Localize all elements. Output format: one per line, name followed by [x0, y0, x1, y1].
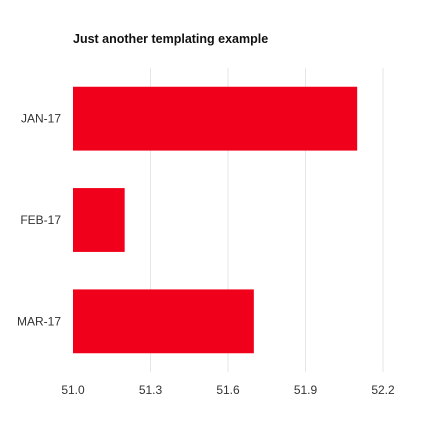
- x-tick-label: 51.0: [61, 383, 85, 397]
- bar[interactable]: [73, 86, 358, 151]
- bars: [73, 86, 358, 354]
- x-tick-label: 51.9: [294, 383, 318, 397]
- category-label: JAN-17: [21, 112, 61, 126]
- chart-title: Just another templating example: [73, 32, 268, 46]
- category-label: FEB-17: [20, 213, 61, 227]
- category-labels: JAN-17 FEB-17 MAR-17: [17, 112, 61, 329]
- x-tick-label: 52.2: [371, 383, 395, 397]
- category-label: MAR-17: [17, 314, 61, 328]
- x-tick-labels: 51.0 51.3 51.6 51.9 52.2: [61, 383, 395, 397]
- bar[interactable]: [73, 188, 125, 252]
- x-tick-label: 51.6: [216, 383, 240, 397]
- bar[interactable]: [73, 289, 254, 354]
- x-tick-label: 51.3: [139, 383, 163, 397]
